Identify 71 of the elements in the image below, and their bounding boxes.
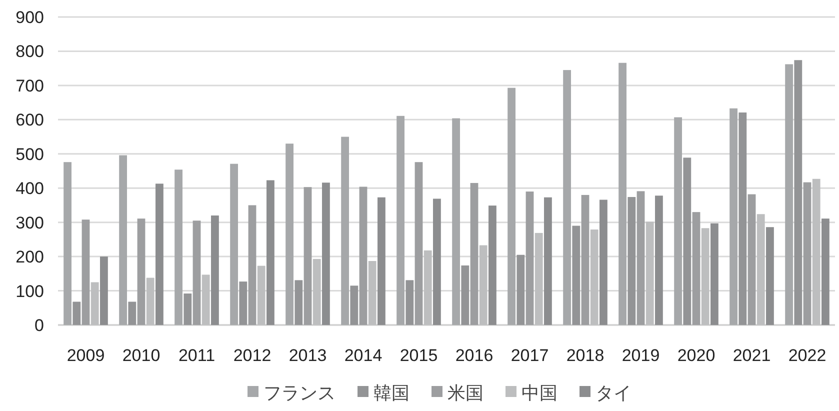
bar [822,218,830,325]
x-tick-label: 2009 [66,346,105,365]
y-tick-label: 0 [34,316,44,335]
y-tick-label: 200 [16,248,44,267]
x-tick-label: 2015 [400,346,438,365]
bar [488,206,496,325]
bar [618,62,626,325]
x-tick-label: 2022 [788,346,826,365]
bar [424,250,432,325]
x-tick-label: 2010 [122,346,160,365]
bar [90,282,99,325]
bar [368,261,376,325]
bar [563,70,571,325]
bar [396,116,404,325]
legend-label: フランス [264,383,336,403]
bar [312,258,321,325]
bar [756,214,765,325]
x-tick-label: 2016 [455,346,494,365]
bar [378,197,386,325]
bar [266,180,274,325]
bar [100,256,108,325]
bar [479,245,488,325]
bar [433,198,441,325]
x-tick-label: 2017 [510,346,549,365]
legend-label: 中国 [522,383,558,403]
bar [674,117,682,325]
y-tick-label: 800 [16,42,44,62]
x-tick-label: 2014 [344,346,382,365]
bar [785,64,793,325]
bar [211,215,219,325]
bar [202,274,210,325]
bar [146,278,154,325]
legend-label: 米国 [448,383,484,403]
bar [534,232,543,325]
bar [322,182,330,325]
x-tick-label: 2018 [566,346,604,365]
y-tick-label: 300 [16,213,44,232]
bar [286,144,294,325]
x-tick-label: 2012 [233,346,272,365]
x-tick-label: 2020 [677,346,716,365]
bar [230,164,238,325]
y-tick-label: 600 [16,110,44,130]
bar [544,197,552,325]
legend-label: タイ [596,383,632,403]
bar [452,118,460,325]
bar [646,222,654,325]
bar [64,162,72,325]
bar [766,227,774,325]
y-tick-label: 400 [16,179,44,198]
x-tick-label: 2021 [732,346,771,365]
bar [257,266,266,325]
bar [812,178,820,325]
bar [508,88,516,325]
y-tick-label: 500 [16,144,44,164]
y-tick-label: 100 [16,282,44,301]
bar [156,184,164,325]
bar [119,155,127,325]
y-tick-label: 700 [16,76,44,96]
x-tick-label: 2013 [288,346,327,365]
bar [655,196,663,325]
bar [600,200,608,325]
bar [341,136,349,325]
legend-label: 韓国 [374,383,410,403]
bar [174,170,182,325]
x-tick-label: 2019 [622,346,660,365]
x-tick-label: 2011 [178,346,216,365]
bar [590,230,598,325]
y-tick-label: 900 [16,8,44,27]
bar [701,228,710,325]
bar [730,108,738,325]
bar [710,223,718,325]
